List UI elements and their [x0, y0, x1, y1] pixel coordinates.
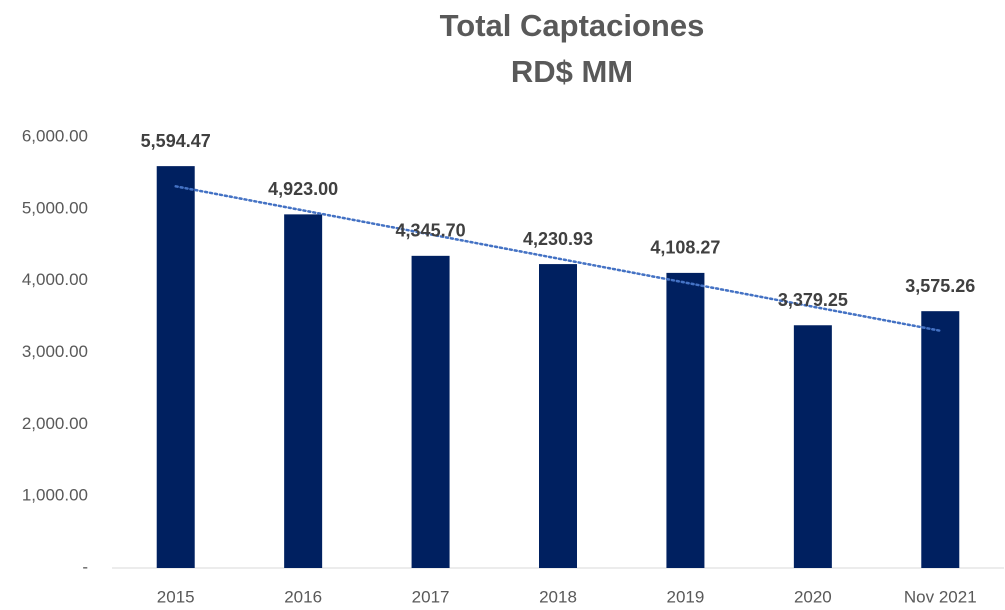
- y-tick-label: 6,000.00: [22, 126, 88, 145]
- bar: [921, 311, 960, 568]
- y-tick-label: 3,000.00: [22, 342, 88, 361]
- bar: [156, 166, 195, 569]
- data-label: 3,575.26: [905, 276, 975, 296]
- x-tick-label: 2019: [667, 587, 705, 606]
- x-tick-label: 2017: [412, 587, 450, 606]
- bar: [793, 325, 832, 568]
- data-label: 4,230.93: [523, 229, 593, 249]
- bar: [284, 214, 323, 568]
- data-label: 5,594.47: [141, 131, 211, 151]
- y-tick-label: 5,000.00: [22, 198, 88, 217]
- bar: [666, 272, 705, 568]
- data-label: 4,108.27: [650, 238, 720, 258]
- data-label: 4,923.00: [268, 179, 338, 199]
- y-tick-label: 4,000.00: [22, 270, 88, 289]
- trendline: [174, 185, 942, 332]
- x-tick-label: 2020: [794, 587, 832, 606]
- x-tick-label: Nov 2021: [904, 587, 977, 606]
- chart-title: Total Captaciones: [440, 8, 705, 43]
- data-label: 3,379.25: [778, 290, 848, 310]
- bar: [411, 255, 450, 569]
- x-tick-label: 2016: [284, 587, 322, 606]
- chart-subtitle: RD$ MM: [511, 54, 633, 89]
- y-tick-label: -: [82, 557, 88, 576]
- y-tick-label: 2,000.00: [22, 414, 88, 433]
- x-tick-label: 2018: [539, 587, 577, 606]
- y-tick-label: 1,000.00: [22, 486, 88, 505]
- bar: [539, 264, 577, 568]
- x-tick-label: 2015: [157, 587, 195, 606]
- data-label: 4,345.70: [396, 221, 466, 241]
